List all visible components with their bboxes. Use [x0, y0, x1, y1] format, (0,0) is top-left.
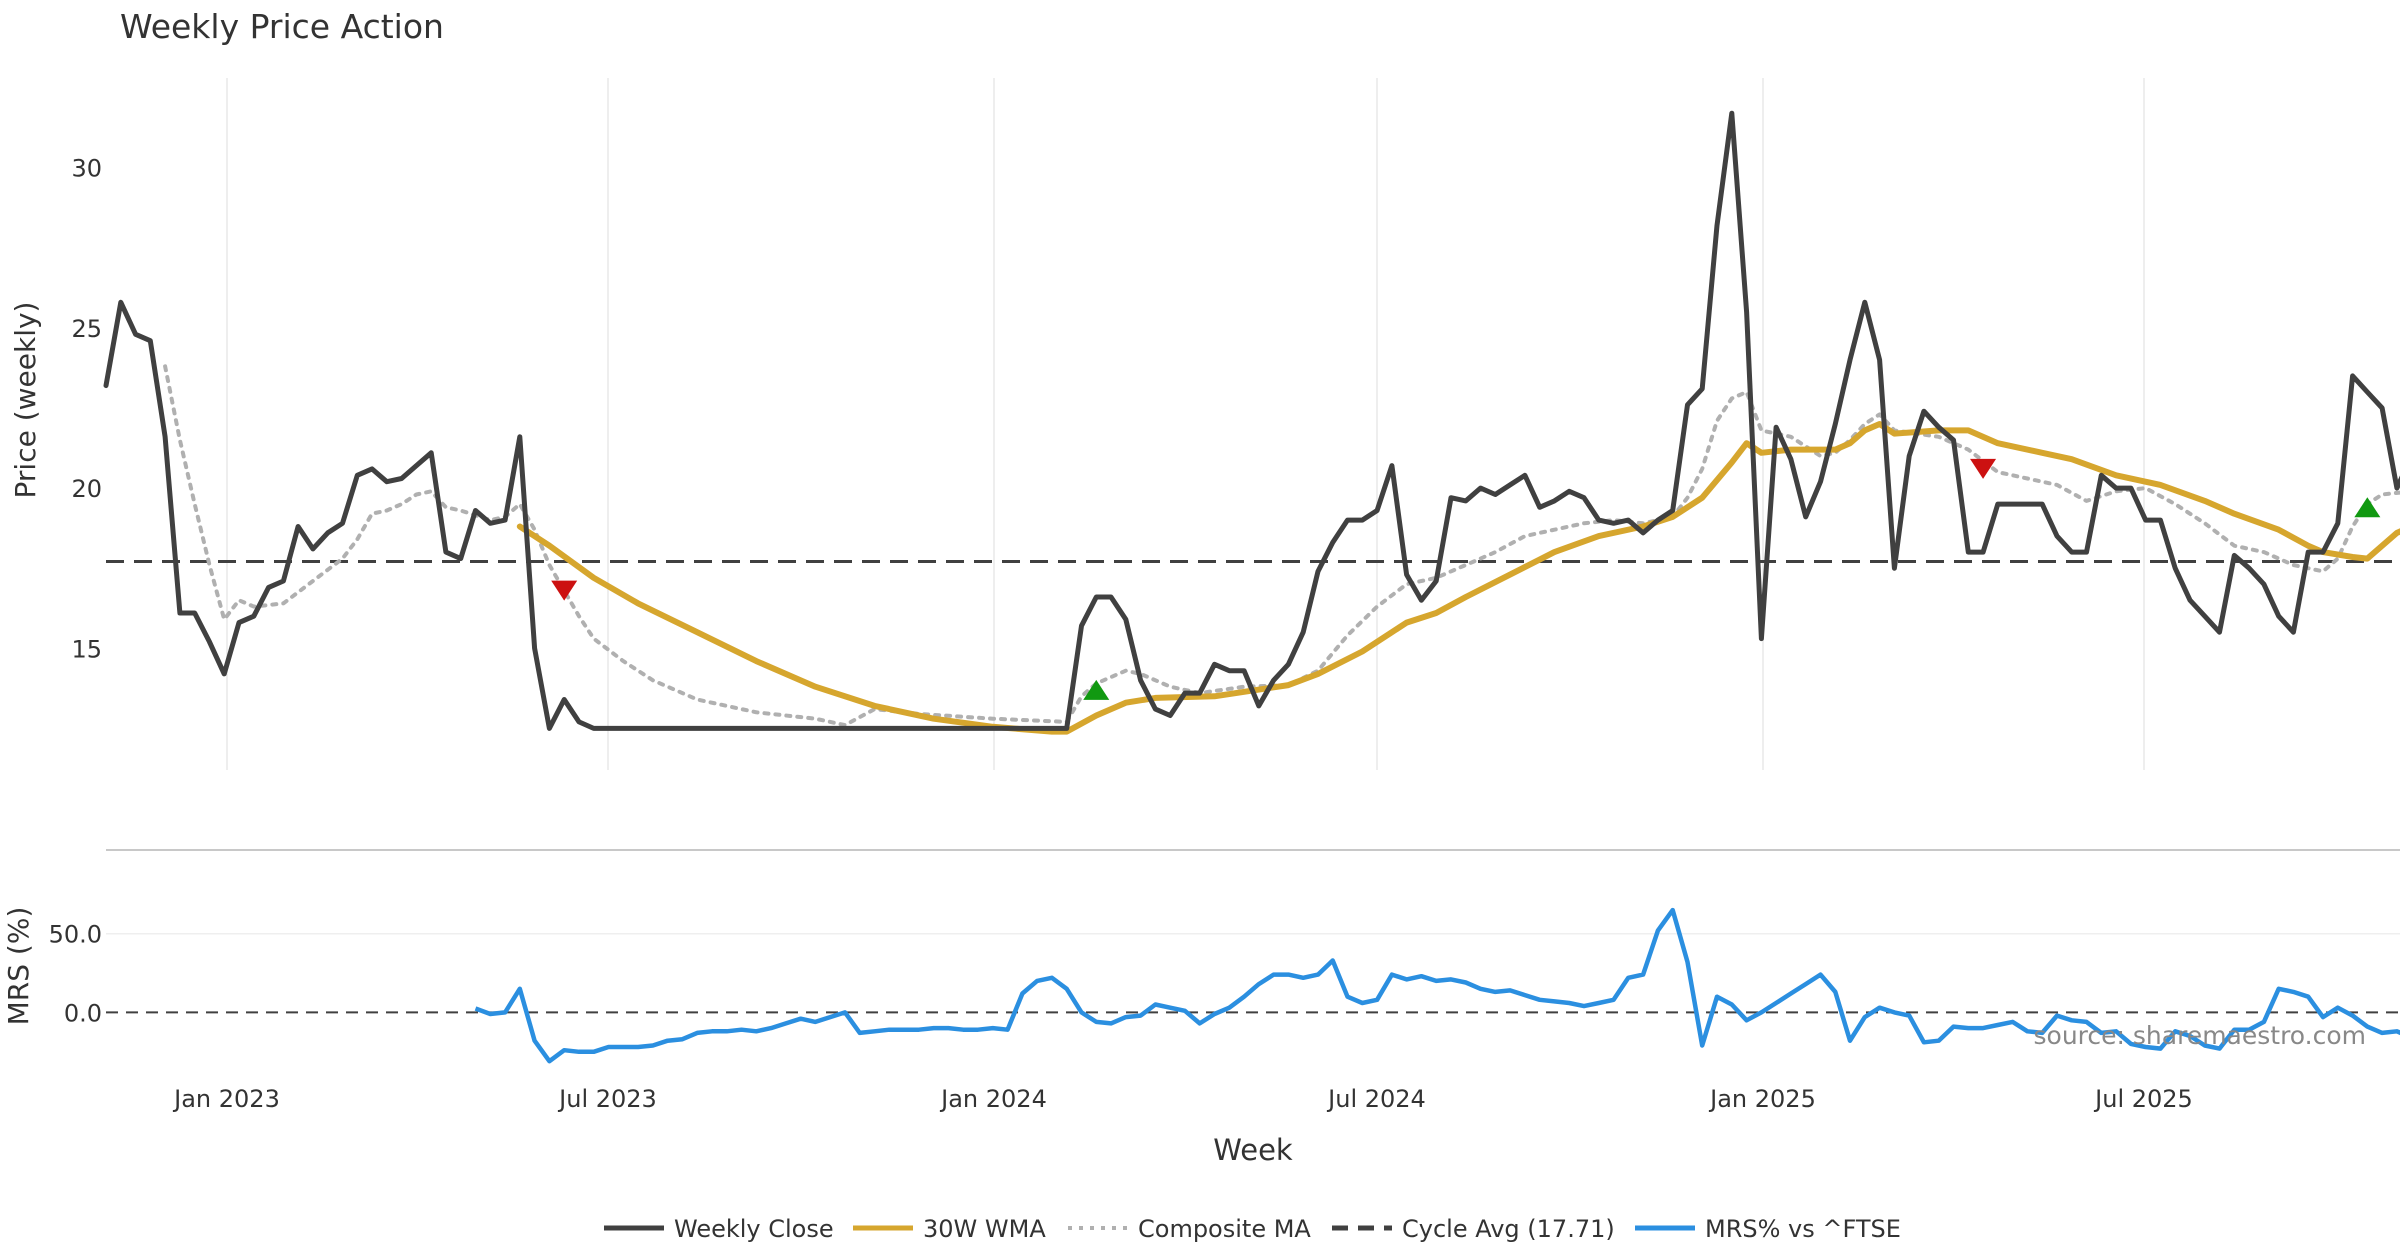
legend-label: 30W WMA	[923, 1215, 1046, 1243]
signal-markers	[551, 458, 2381, 700]
price-y-ticks: 15 20 25 30	[71, 155, 102, 664]
x-ticks: Jan 2023 Jul 2023 Jan 2024 Jul 2024 Jan 2025…	[172, 1085, 2193, 1113]
buy-signal-marker	[1083, 679, 1110, 700]
series-30w-wma	[516, 421, 2400, 735]
legend-label: MRS% vs ^FTSE	[1705, 1215, 1901, 1243]
source-note: source: sharemaestro.com	[2034, 1021, 2367, 1050]
price-y-tick: 30	[71, 155, 102, 183]
series-mrs	[474, 907, 2400, 1064]
series-weekly-close	[103, 110, 2400, 731]
legend: Weekly Close 30W WMA Composite MA Cycle Avg…	[604, 1215, 1901, 1243]
price-axis-label: Price (weekly)	[9, 302, 42, 499]
x-tick-label: Jan 2025	[1708, 1085, 1816, 1113]
price-y-tick: 15	[71, 635, 102, 663]
mrs-axis-label: MRS (%)	[2, 907, 35, 1026]
mrs-y-tick: 50.0	[49, 921, 102, 949]
mrs-y-ticks: 0.0 50.0	[49, 921, 102, 1028]
mrs-y-tick: 0.0	[64, 999, 102, 1027]
x-tick-label: Jul 2025	[2093, 1085, 2193, 1113]
x-tick-label: Jan 2024	[939, 1085, 1047, 1113]
chart-title: Weekly Price Action	[120, 7, 444, 46]
x-tick-label: Jul 2024	[1326, 1085, 1426, 1113]
legend-label: Weekly Close	[674, 1215, 834, 1243]
legend-label: Cycle Avg (17.71)	[1402, 1215, 1615, 1243]
price-y-tick: 25	[71, 315, 102, 343]
gridlines	[106, 78, 2400, 935]
legend-label: Composite MA	[1138, 1215, 1311, 1243]
x-tick-label: Jul 2023	[557, 1085, 657, 1113]
series-layer	[103, 110, 2400, 1064]
x-axis-label: Week	[1213, 1133, 1293, 1167]
buy-signal-marker	[2354, 497, 2381, 518]
sell-signal-marker	[1970, 458, 1997, 479]
price-y-tick: 20	[71, 475, 102, 503]
x-tick-label: Jan 2023	[172, 1085, 280, 1113]
sell-signal-marker	[551, 580, 578, 601]
